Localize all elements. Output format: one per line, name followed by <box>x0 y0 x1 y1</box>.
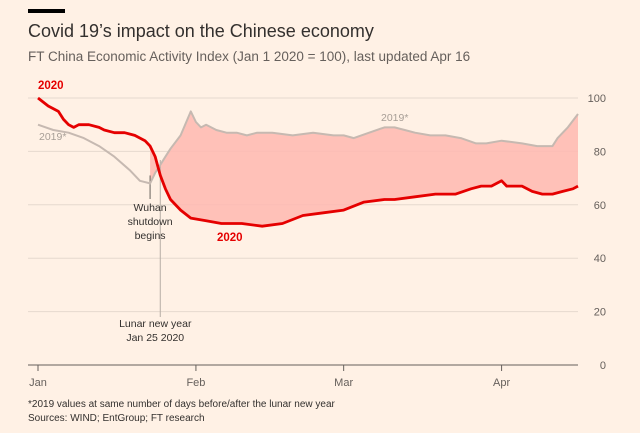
y-tick-label-20: 20 <box>594 307 606 319</box>
x-tick-label-Mar: Mar <box>334 377 353 389</box>
annotation-wuhan-line2: shutdown <box>128 216 173 228</box>
series-2020-label-top: 2020 <box>38 80 64 92</box>
x-tick-labels: Jan Feb Mar Apr <box>29 365 510 389</box>
header-accent-bar <box>28 9 65 13</box>
y-tick-label-100: 100 <box>588 93 606 105</box>
y-tick-labels: 0 20 40 60 80 100 <box>588 93 606 372</box>
x-tick-label-Feb: Feb <box>186 377 205 389</box>
y-tick-label-80: 80 <box>594 146 606 158</box>
y-tick-label-40: 40 <box>594 253 606 265</box>
annotation-wuhan-line3: begins <box>135 230 166 242</box>
series-2020-line <box>37 96 579 228</box>
y-tick-label-0: 0 <box>600 360 606 372</box>
y-tick-label-60: 60 <box>594 200 606 212</box>
annotation-lunar-new-year: Lunar new year Jan 25 2020 <box>119 318 192 344</box>
annotation-lny-line2: Jan 25 2020 <box>126 332 184 344</box>
footnote-sources: Sources: WIND; EntGroup; FT research <box>28 413 205 424</box>
x-tick-label-Jan: Jan <box>29 377 47 389</box>
series-2019-label-left: 2019* <box>39 131 66 143</box>
footnote-2019: *2019 values at same number of days befo… <box>28 399 335 410</box>
gap-fill-area <box>150 111 578 227</box>
series-2020-label-mid: 2020 <box>217 232 243 244</box>
series-2019-line <box>37 110 579 185</box>
annotation-wuhan: Wuhan shutdown begins <box>128 202 173 242</box>
annotation-lny-line1: Lunar new year <box>119 318 192 330</box>
series-2019-label-right: 2019* <box>381 112 408 124</box>
x-tick-label-Apr: Apr <box>493 377 510 389</box>
chart-subtitle: FT China Economic Activity Index (Jan 1 … <box>28 49 471 64</box>
annotation-wuhan-line1: Wuhan <box>134 202 167 214</box>
chart-title: Covid 19’s impact on the Chinese economy <box>28 21 374 41</box>
